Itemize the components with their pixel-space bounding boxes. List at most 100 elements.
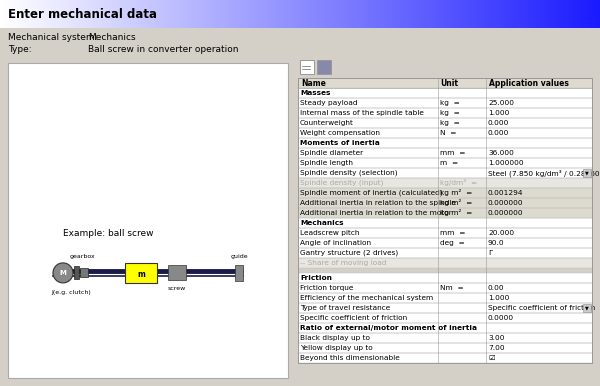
Bar: [264, 0, 266, 28]
Bar: [240, 0, 242, 28]
Bar: [538, 0, 540, 28]
Bar: [298, 0, 300, 28]
Bar: [76, 0, 78, 28]
Bar: [358, 0, 360, 28]
Bar: [298, 333, 592, 343]
Bar: [400, 0, 402, 28]
Bar: [532, 0, 534, 28]
Bar: [418, 0, 420, 28]
Bar: [290, 0, 292, 28]
Bar: [330, 0, 332, 28]
Bar: [132, 0, 134, 28]
Bar: [80, 268, 88, 277]
Bar: [8, 63, 288, 378]
Bar: [262, 0, 264, 28]
Bar: [14, 0, 16, 28]
Bar: [200, 0, 202, 28]
Bar: [112, 0, 114, 28]
Bar: [126, 0, 128, 28]
Bar: [518, 0, 520, 28]
Bar: [490, 0, 492, 28]
Bar: [586, 0, 588, 28]
Bar: [130, 0, 132, 28]
Bar: [588, 0, 590, 28]
Bar: [526, 0, 528, 28]
Bar: [372, 0, 374, 28]
Bar: [64, 0, 66, 28]
Bar: [304, 0, 306, 28]
Bar: [98, 0, 100, 28]
Bar: [536, 0, 538, 28]
Text: 1.000: 1.000: [488, 110, 509, 116]
Bar: [238, 0, 240, 28]
Text: 0.000000: 0.000000: [488, 210, 524, 216]
Bar: [136, 0, 138, 28]
Bar: [298, 78, 592, 88]
Bar: [286, 0, 288, 28]
Bar: [430, 0, 432, 28]
Bar: [298, 78, 592, 363]
Bar: [552, 0, 554, 28]
Bar: [250, 0, 252, 28]
Bar: [298, 283, 592, 293]
Bar: [448, 0, 450, 28]
Bar: [460, 0, 462, 28]
Bar: [380, 0, 382, 28]
Bar: [412, 0, 414, 28]
Bar: [168, 266, 186, 280]
Bar: [206, 0, 208, 28]
Bar: [476, 0, 478, 28]
Bar: [466, 0, 468, 28]
Bar: [478, 0, 480, 28]
Text: kg m²  =: kg m² =: [440, 210, 472, 217]
Text: 1.000: 1.000: [488, 295, 509, 301]
Bar: [300, 60, 314, 74]
Bar: [598, 0, 600, 28]
Bar: [558, 0, 560, 28]
Text: guide: guide: [230, 254, 248, 259]
Bar: [160, 0, 162, 28]
Bar: [104, 0, 106, 28]
Bar: [336, 0, 338, 28]
Bar: [520, 0, 522, 28]
Bar: [228, 0, 230, 28]
Bar: [114, 0, 116, 28]
Bar: [362, 0, 364, 28]
Bar: [396, 0, 398, 28]
Bar: [402, 0, 404, 28]
Bar: [480, 0, 482, 28]
Bar: [334, 0, 336, 28]
Bar: [108, 0, 110, 28]
Bar: [342, 0, 344, 28]
Text: ▼: ▼: [585, 305, 589, 310]
Bar: [308, 0, 310, 28]
Bar: [186, 0, 188, 28]
Text: Unit: Unit: [440, 78, 458, 88]
Bar: [120, 0, 122, 28]
Bar: [346, 0, 348, 28]
Bar: [310, 0, 312, 28]
Bar: [440, 0, 442, 28]
Bar: [116, 0, 118, 28]
Bar: [522, 0, 524, 28]
Bar: [583, 169, 591, 177]
Bar: [22, 0, 24, 28]
Bar: [404, 0, 406, 28]
Bar: [576, 0, 578, 28]
Bar: [26, 0, 28, 28]
Bar: [134, 0, 136, 28]
Bar: [20, 0, 22, 28]
Bar: [24, 0, 26, 28]
Text: 36.000: 36.000: [488, 150, 514, 156]
Text: Additional inertia in relation to the spindle: Additional inertia in relation to the sp…: [300, 200, 456, 206]
Bar: [388, 0, 390, 28]
Text: Enter mechanical data: Enter mechanical data: [8, 7, 157, 20]
Bar: [386, 0, 388, 28]
Bar: [302, 0, 304, 28]
Text: m  =: m =: [440, 160, 458, 166]
Text: Specific coefficient of friction: Specific coefficient of friction: [300, 315, 407, 321]
Bar: [390, 0, 392, 28]
Bar: [368, 0, 370, 28]
Bar: [140, 0, 142, 28]
Text: Yellow display up to: Yellow display up to: [300, 345, 373, 351]
